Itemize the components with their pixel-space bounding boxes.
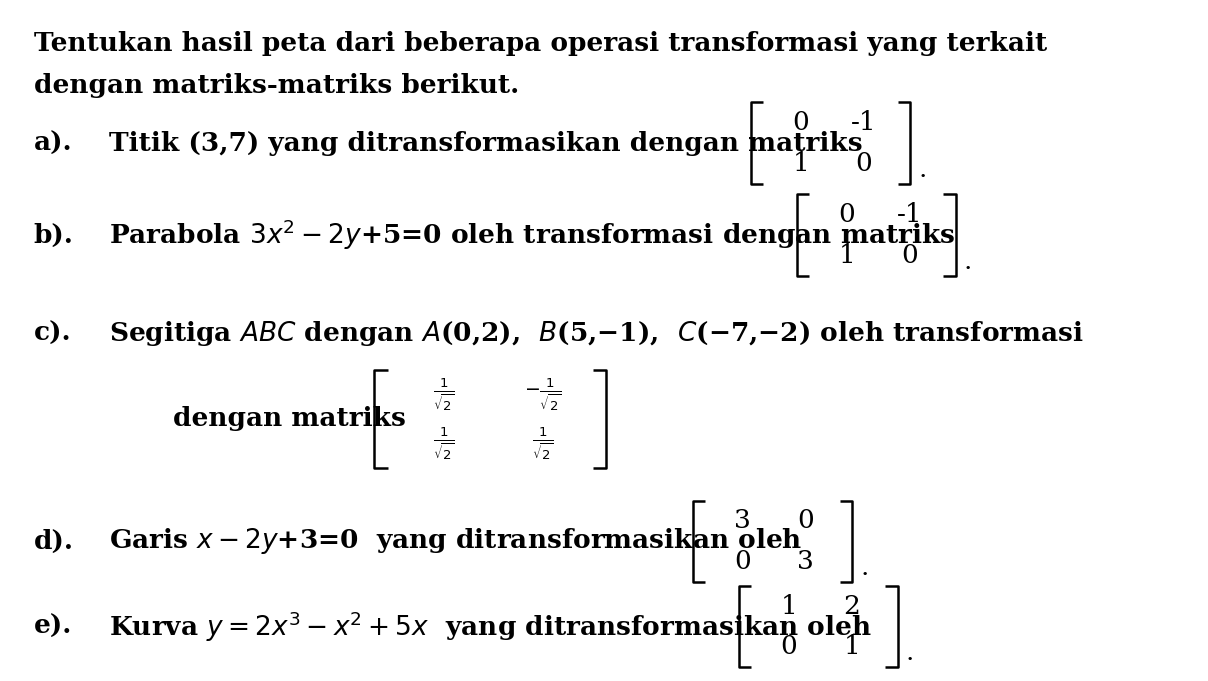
Text: 0: 0: [792, 110, 809, 135]
Text: .: .: [964, 249, 972, 274]
Text: dengan matriks-matriks berikut.: dengan matriks-matriks berikut.: [34, 73, 519, 98]
Text: $\frac{1}{\sqrt{2}}$: $\frac{1}{\sqrt{2}}$: [532, 425, 553, 462]
Text: 3: 3: [734, 509, 751, 533]
Text: $-\frac{1}{\sqrt{2}}$: $-\frac{1}{\sqrt{2}}$: [523, 376, 562, 413]
Text: $\frac{1}{\sqrt{2}}$: $\frac{1}{\sqrt{2}}$: [432, 376, 454, 413]
Text: Garis $x-2y$+3=0  yang ditransformasikan oleh: Garis $x-2y$+3=0 yang ditransformasikan …: [109, 526, 802, 556]
Text: d).: d).: [34, 529, 74, 554]
Text: $\frac{1}{\sqrt{2}}$: $\frac{1}{\sqrt{2}}$: [432, 425, 454, 462]
Text: 1: 1: [838, 243, 855, 268]
Text: e).: e).: [34, 614, 72, 639]
Text: Segitiga $ABC$ dengan $A$(0,2),  $B$(5,−1),  $C$(−7,−2) oleh transformasi: Segitiga $ABC$ dengan $A$(0,2), $B$(5,−1…: [109, 319, 1084, 348]
Text: 0: 0: [855, 151, 872, 176]
Text: .: .: [918, 157, 927, 182]
Text: .: .: [906, 640, 914, 665]
Text: -1: -1: [850, 110, 877, 135]
Text: a).: a).: [34, 131, 72, 155]
Text: 2: 2: [843, 594, 860, 618]
Text: b).: b).: [34, 223, 74, 247]
Text: dengan matriks: dengan matriks: [173, 407, 406, 431]
Text: -1: -1: [896, 202, 923, 227]
Text: 0: 0: [734, 550, 751, 574]
Text: 0: 0: [838, 202, 855, 227]
Text: 0: 0: [780, 635, 797, 659]
Text: 1: 1: [792, 151, 809, 176]
Text: 1: 1: [843, 635, 860, 659]
Text: Parabola $3x^2-2y$+5=0 oleh transformasi dengan matriks: Parabola $3x^2-2y$+5=0 oleh transformasi…: [109, 218, 956, 252]
Text: c).: c).: [34, 321, 71, 346]
Text: Kurva $y=2x^3-x^2+5x$  yang ditransformasikan oleh: Kurva $y=2x^3-x^2+5x$ yang ditransformas…: [109, 609, 871, 644]
Text: 0: 0: [797, 509, 814, 533]
Text: 0: 0: [901, 243, 918, 268]
Text: 3: 3: [797, 550, 814, 574]
Text: 1: 1: [780, 594, 797, 618]
Text: Tentukan hasil peta dari beberapa operasi transformasi yang terkait: Tentukan hasil peta dari beberapa operas…: [34, 31, 1047, 56]
Text: .: .: [860, 555, 869, 580]
Text: Titik (3,7) yang ditransformasikan dengan matriks: Titik (3,7) yang ditransformasikan denga…: [109, 131, 863, 155]
